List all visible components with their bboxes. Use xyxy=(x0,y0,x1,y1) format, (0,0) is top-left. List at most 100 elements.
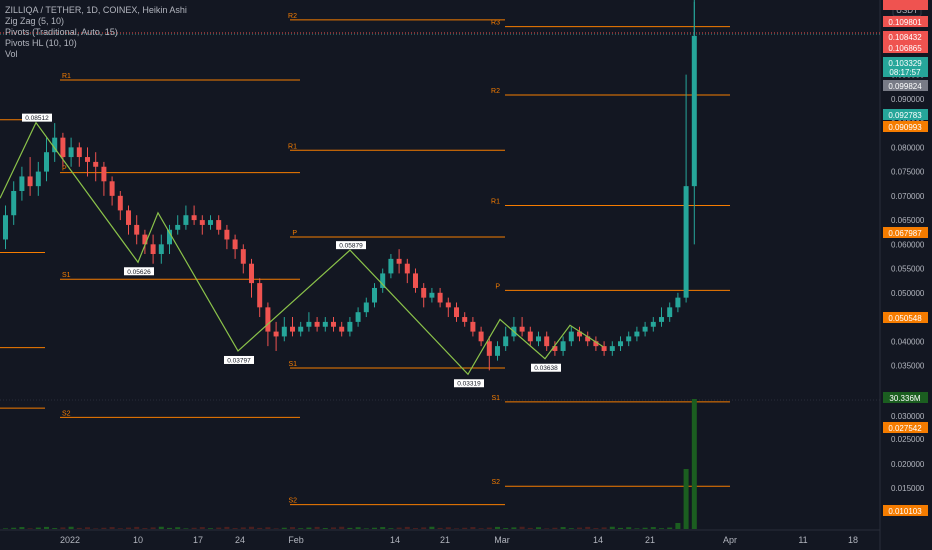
candle-body[interactable] xyxy=(396,258,402,264)
candle-body[interactable] xyxy=(339,326,345,332)
candle-body[interactable] xyxy=(240,249,246,264)
candle-body[interactable] xyxy=(659,317,664,322)
candle-body[interactable] xyxy=(503,336,509,347)
candle-body[interactable] xyxy=(85,157,90,162)
candle-body[interactable] xyxy=(314,321,320,327)
candle-body[interactable] xyxy=(380,273,386,288)
candle-body[interactable] xyxy=(454,307,459,318)
candle-body[interactable] xyxy=(322,321,328,327)
candle-body[interactable] xyxy=(478,331,484,342)
candle-body[interactable] xyxy=(273,331,279,337)
candle-body[interactable] xyxy=(101,166,107,182)
candle-body[interactable] xyxy=(462,317,468,322)
candle-body[interactable] xyxy=(437,292,443,303)
candle-body[interactable] xyxy=(691,35,697,187)
candle-body[interactable] xyxy=(60,137,66,158)
candle-body[interactable] xyxy=(429,292,435,298)
candle-body[interactable] xyxy=(642,326,648,332)
candle-body[interactable] xyxy=(650,321,656,327)
candle-body[interactable] xyxy=(298,326,304,332)
indicator-pivots[interactable]: Pivots (Traditional, Auto, 15) xyxy=(5,27,118,37)
candle-body[interactable] xyxy=(388,258,394,274)
candle-body[interactable] xyxy=(224,229,230,240)
candle-body[interactable] xyxy=(618,341,623,347)
candle-body[interactable] xyxy=(527,331,533,342)
candle-body[interactable] xyxy=(232,239,238,250)
candle-body[interactable] xyxy=(486,341,492,356)
candle-body[interactable] xyxy=(290,326,295,332)
price-tag xyxy=(883,57,928,68)
candle-body[interactable] xyxy=(544,336,550,347)
candle-body[interactable] xyxy=(134,224,140,235)
price-tag-label: 0.027542 xyxy=(888,424,922,433)
candle-body[interactable] xyxy=(19,176,25,191)
candle-body[interactable] xyxy=(68,147,74,158)
candle-body[interactable] xyxy=(683,186,689,298)
candle-body[interactable] xyxy=(593,341,599,347)
candle-body[interactable] xyxy=(117,195,123,211)
candle-body[interactable] xyxy=(404,263,410,274)
candle-body[interactable] xyxy=(175,224,181,230)
candle-body[interactable] xyxy=(675,297,681,308)
candle-body[interactable] xyxy=(281,326,287,337)
candle-body[interactable] xyxy=(167,229,172,245)
candle-body[interactable] xyxy=(601,346,607,351)
candle-body[interactable] xyxy=(126,210,131,225)
candle-body[interactable] xyxy=(372,287,377,303)
indicator-volume[interactable]: Vol xyxy=(5,49,18,59)
candle-body[interactable] xyxy=(183,215,189,225)
candle-body[interactable] xyxy=(495,346,500,356)
indicator-zigzag[interactable]: Zig Zag (5, 10) xyxy=(5,16,65,26)
candle-body[interactable] xyxy=(216,220,222,230)
candle-body[interactable] xyxy=(667,307,673,318)
candle-body[interactable] xyxy=(150,244,156,255)
candle-body[interactable] xyxy=(35,171,41,187)
candle-body[interactable] xyxy=(158,244,164,255)
candle-body[interactable] xyxy=(363,302,369,313)
pivot-label-feb-p: P xyxy=(292,230,297,237)
candle-body[interactable] xyxy=(191,215,197,221)
volume-bar xyxy=(167,527,172,529)
price-tag xyxy=(883,227,928,238)
candle-body[interactable] xyxy=(306,321,312,327)
candle-body[interactable] xyxy=(536,336,541,342)
volume-bar xyxy=(142,528,148,529)
candle-body[interactable] xyxy=(265,307,271,332)
pivot-label-feb-s2: S2 xyxy=(288,498,297,505)
candle-body[interactable] xyxy=(331,321,336,327)
candle-body[interactable] xyxy=(609,346,615,351)
candle-body[interactable] xyxy=(519,326,525,332)
candle-body[interactable] xyxy=(208,220,213,225)
indicator-pivots-hl[interactable]: Pivots HL (10, 10) xyxy=(5,38,77,48)
candle-body[interactable] xyxy=(52,137,58,153)
candle-body[interactable] xyxy=(257,283,263,308)
candle-body[interactable] xyxy=(634,331,640,337)
candle-body[interactable] xyxy=(470,321,476,332)
candle-body[interactable] xyxy=(413,273,418,288)
candle-body[interactable] xyxy=(445,302,451,308)
candle-body[interactable] xyxy=(585,336,591,342)
candle-body[interactable] xyxy=(44,152,49,172)
candle-body[interactable] xyxy=(626,336,632,342)
candle-body[interactable] xyxy=(347,321,353,332)
candle-body[interactable] xyxy=(568,331,574,342)
volume-bar xyxy=(158,526,164,529)
candle-body[interactable] xyxy=(552,346,558,351)
candle-body[interactable] xyxy=(560,341,566,351)
candle-body[interactable] xyxy=(421,287,427,298)
candle-body[interactable] xyxy=(27,176,33,187)
candle-body[interactable] xyxy=(76,147,82,158)
candle-body[interactable] xyxy=(199,220,205,225)
candle-body[interactable] xyxy=(577,331,582,337)
candle-body[interactable] xyxy=(109,181,115,196)
candle-body[interactable] xyxy=(355,312,361,322)
x-tick-label: 17 xyxy=(193,535,203,545)
y-tick-label-volume: 0.030000 xyxy=(891,412,925,421)
candle-body[interactable] xyxy=(11,190,17,216)
candle-body[interactable] xyxy=(93,161,99,167)
pivot-label-feb-s1: S1 xyxy=(288,361,297,368)
candle-body[interactable] xyxy=(249,263,254,284)
candle-body[interactable] xyxy=(142,234,148,245)
candle-body[interactable] xyxy=(3,215,8,240)
